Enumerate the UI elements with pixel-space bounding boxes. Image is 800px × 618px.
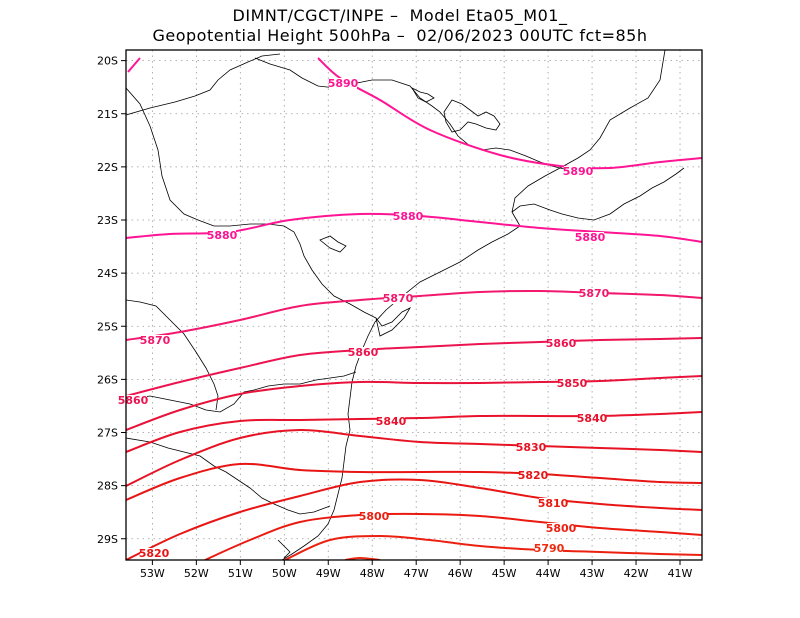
- lake-small: [410, 87, 435, 103]
- coastline: [281, 50, 666, 560]
- contour-5820: [126, 478, 702, 560]
- contour-label-bg: [349, 347, 377, 358]
- y-tick-label: 20S: [97, 55, 118, 68]
- x-tick-label: 42W: [624, 567, 649, 580]
- contour-label-bg: [119, 395, 147, 406]
- lagoon: [277, 539, 291, 559]
- y-tick-label: 21S: [97, 108, 118, 121]
- contour-label-bg: [141, 335, 169, 346]
- contour-label-bg: [547, 338, 575, 349]
- contour-5870: [126, 289, 702, 341]
- contour-label-bg: [394, 211, 422, 222]
- x-tick-label: 53W: [140, 567, 165, 580]
- y-tick-label: 23S: [97, 214, 118, 227]
- graticule: [126, 50, 702, 560]
- contour-label-5840: 5840: [577, 412, 608, 425]
- contour-label-5860: 5860: [348, 346, 379, 359]
- x-tick-label: 44W: [536, 567, 561, 580]
- contour-5820: [126, 462, 702, 501]
- y-tick-label: 25S: [97, 320, 118, 333]
- contour-labels: 5890 5890 5880 5880 5880 5870 5870 5870 5860 5860…: [118, 77, 610, 560]
- state-border-sp-pr: [214, 223, 377, 319]
- contour-label-5800: 5800: [546, 522, 577, 535]
- contour-5810: [204, 512, 702, 560]
- contour-label-5870: 5870: [140, 334, 171, 347]
- state-border-sp-rj: [511, 167, 685, 221]
- contour-label-bg: [140, 548, 168, 559]
- contour-label-bg: [384, 293, 412, 304]
- x-tick-label: 45W: [492, 567, 517, 580]
- contour-label-bg: [329, 78, 357, 89]
- y-tick-label: 24S: [97, 267, 118, 280]
- x-tick-label: 47W: [404, 567, 429, 580]
- contour-label-5830: 5830: [516, 441, 547, 454]
- contour-label-bg: [360, 511, 388, 522]
- x-tick-label: 48W: [360, 567, 385, 580]
- contour-label-bg: [576, 232, 604, 243]
- state-border-sc-rs: [126, 437, 331, 515]
- island: [375, 307, 412, 337]
- contour-label-bg: [377, 416, 405, 427]
- contour-label-bg: [539, 498, 567, 509]
- state-border-pr-sc: [126, 371, 357, 413]
- contour-label-5880: 5880: [393, 210, 424, 223]
- contour-lines: [126, 57, 702, 560]
- map-frame: [125, 49, 703, 561]
- contour-5830: [126, 428, 702, 487]
- contour-label-5860: 5860: [546, 337, 577, 350]
- x-tick-label: 43W: [580, 567, 605, 580]
- contour-label-5840: 5840: [376, 415, 407, 428]
- contour-label-5890: 5890: [328, 77, 359, 90]
- contour-label-5810: 5810: [538, 497, 569, 510]
- contour-label-bg: [535, 543, 563, 554]
- contour-5890: [317, 57, 702, 170]
- contour-label-bg: [547, 523, 575, 534]
- state-border-mg-go: [126, 53, 281, 116]
- coastline-and-borders: [126, 50, 685, 560]
- contour-label-5790: 5790: [534, 542, 565, 555]
- contour-label-5860: 5860: [118, 394, 149, 407]
- y-tick-label: 29S: [97, 533, 118, 546]
- contour-5890: [127, 57, 141, 73]
- country-border: [126, 299, 219, 411]
- contour-label-bg: [517, 442, 545, 453]
- x-tick-label: 41W: [668, 567, 693, 580]
- y-tick-label: 27S: [97, 427, 118, 440]
- contour-label-bg: [519, 470, 547, 481]
- contour-5860: [126, 337, 702, 397]
- x-tick-label: 51W: [228, 567, 253, 580]
- axis-ticks: 53W 52W 51W 50W 49W 48W 47W 46W 45W 44W 43W 42W 41W 2…: [97, 55, 693, 580]
- x-tick-label: 46W: [448, 567, 473, 580]
- contour-label-5880: 5880: [575, 231, 606, 244]
- lake: [443, 99, 501, 133]
- contour-label-bg: [564, 166, 592, 177]
- lake-2: [319, 235, 347, 253]
- x-tick-label: 50W: [272, 567, 297, 580]
- map-title-line1: DIMNT/CGCT/INPE – Model Eta05_M01_: [232, 6, 568, 25]
- contour-label-5850: 5850: [557, 377, 588, 390]
- y-tick-label: 26S: [97, 373, 118, 386]
- contour-label-5870: 5870: [579, 287, 610, 300]
- y-tick-label: 22S: [97, 161, 118, 174]
- contour-label-5880: 5880: [207, 229, 238, 242]
- contour-label-5890: 5890: [563, 165, 594, 178]
- contour-label-bg: [208, 230, 236, 241]
- contour-label-bg: [580, 288, 608, 299]
- contour-5840: [126, 411, 702, 453]
- contour-label-5820: 5820: [139, 547, 170, 560]
- state-border-ms: [126, 87, 215, 227]
- contour-label-5870: 5870: [383, 292, 414, 305]
- contour-label-5800: 5800: [359, 510, 390, 523]
- contour-label-5820: 5820: [518, 469, 549, 482]
- x-tick-label: 49W: [316, 567, 341, 580]
- state-border-sp-mg: [254, 57, 581, 173]
- y-tick-label: 28S: [97, 480, 118, 493]
- contour-5850: [126, 375, 702, 431]
- map-title-line2: Geopotential Height 500hPa – 02/06/2023 …: [152, 26, 648, 45]
- contour-label-bg: [578, 413, 606, 424]
- contour-label-bg: [558, 378, 586, 389]
- x-tick-label: 52W: [184, 567, 209, 580]
- contour-5800: [284, 534, 702, 560]
